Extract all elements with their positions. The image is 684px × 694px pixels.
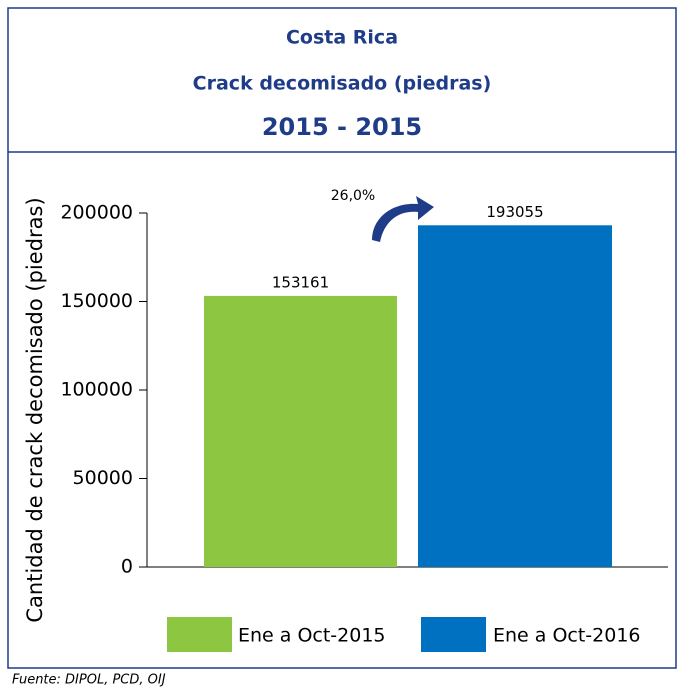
y-tick-label: 0	[121, 556, 133, 578]
chart-subtitle: Crack decomisado (piedras)	[193, 73, 492, 95]
source: Fuente: DIPOL, PCD, OIJ	[12, 673, 166, 688]
legend-label: Ene a Oct-2016	[493, 625, 641, 647]
annotation: 26,0%	[331, 188, 375, 204]
y-tick-label: 50000	[73, 467, 133, 489]
legend-swatch	[167, 617, 232, 652]
bar	[418, 225, 612, 567]
value-label: 153161	[272, 273, 329, 291]
y-tick-label: 150000	[60, 290, 133, 312]
chart-period: 2015 - 2015	[262, 113, 422, 141]
increase-arrow	[372, 196, 434, 242]
y-tick-label: 100000	[60, 379, 133, 401]
bar	[204, 295, 397, 567]
value-label: 193055	[486, 203, 543, 221]
legend-label: Ene a Oct-2015	[238, 625, 386, 647]
chart-title: Costa Rica	[286, 27, 398, 49]
y-axis-label: Cantidad de crack decomisado (piedras)	[23, 197, 47, 622]
y-tick-label: 200000	[60, 202, 133, 224]
legend-swatch	[421, 617, 486, 652]
